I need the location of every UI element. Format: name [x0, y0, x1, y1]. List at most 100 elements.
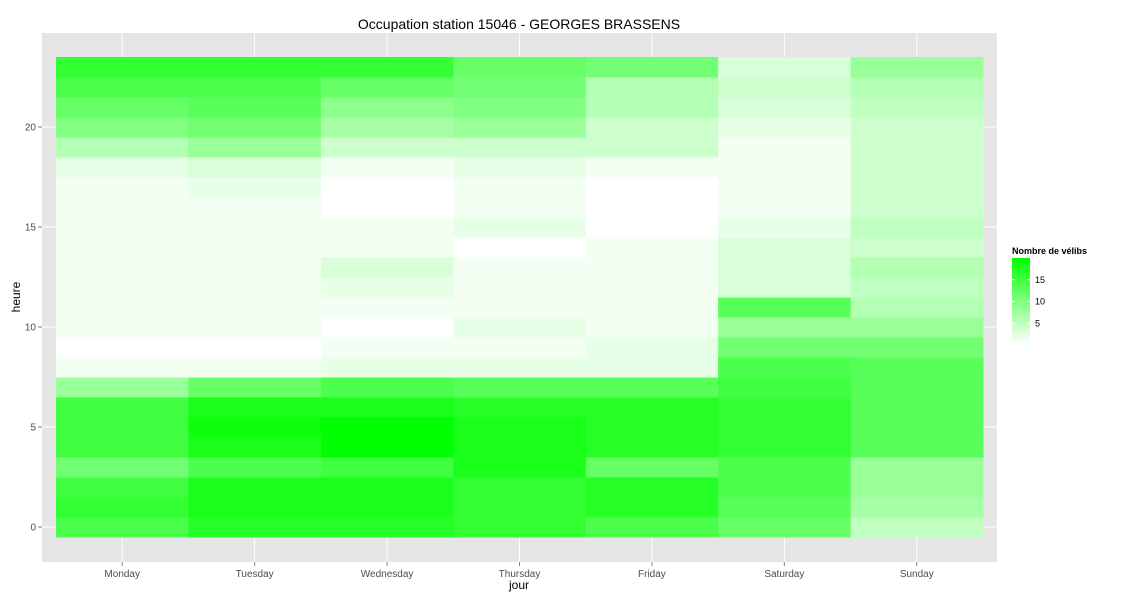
heatmap-cell: [188, 437, 322, 458]
heatmap-cell: [585, 117, 719, 138]
heatmap-cell: [56, 137, 189, 158]
y-tick-label: 10: [25, 323, 37, 334]
heatmap-cell: [56, 297, 189, 318]
heatmap-cell: [188, 457, 322, 478]
heatmap-cell: [188, 477, 322, 498]
heatmap-cell: [320, 517, 454, 538]
heatmap-cell: [188, 497, 322, 518]
heatmap-cell: [320, 157, 454, 178]
heatmap-cell: [718, 257, 852, 278]
heatmap-cell: [850, 497, 984, 518]
heatmap-cell: [585, 257, 719, 278]
heatmap-cell: [188, 177, 322, 198]
heatmap-cell: [585, 497, 719, 518]
heatmap-cell: [188, 57, 322, 78]
heatmap-cell: [56, 337, 189, 358]
y-tick-label: 15: [25, 223, 37, 234]
heatmap-cell: [718, 477, 852, 498]
heatmap-cell: [56, 117, 189, 138]
heatmap-cell: [453, 77, 587, 98]
heatmap-cell: [56, 277, 189, 298]
heatmap-cell: [320, 57, 454, 78]
heatmap-cell: [453, 237, 587, 258]
heatmap-cell: [453, 437, 587, 458]
heatmap-cell: [320, 497, 454, 518]
heatmap-cell: [718, 317, 852, 338]
heatmap-cell: [850, 297, 984, 318]
heatmap-cell: [320, 357, 454, 378]
heatmap-cell: [320, 237, 454, 258]
heatmap-cell: [188, 377, 322, 398]
heatmap-cell: [850, 397, 984, 418]
heatmap-cell: [850, 237, 984, 258]
heatmap-cell: [453, 477, 587, 498]
heatmap-cell: [585, 237, 719, 258]
heatmap-cell: [850, 477, 984, 498]
heatmap-cell: [718, 517, 852, 538]
heatmap-cell: [453, 517, 587, 538]
heatmap-cell: [453, 337, 587, 358]
heatmap-cell: [320, 417, 454, 438]
heatmap-cell: [453, 97, 587, 118]
heatmap-cell: [188, 297, 322, 318]
heatmap-cell: [585, 97, 719, 118]
heatmap-cell: [56, 157, 189, 178]
heatmap-cell: [585, 297, 719, 318]
heatmap-cell: [850, 377, 984, 398]
y-tick-label: 0: [30, 523, 36, 534]
heatmap-cell: [718, 197, 852, 218]
heatmap-cell: [585, 197, 719, 218]
heatmap-cell: [188, 197, 322, 218]
heatmap-cell: [718, 237, 852, 258]
x-tick-label: Saturday: [764, 569, 804, 580]
heatmap-cell: [718, 417, 852, 438]
heatmap-cell: [585, 337, 719, 358]
x-tick-label: Friday: [638, 569, 666, 580]
heatmap-cell: [718, 377, 852, 398]
heatmap-cell: [585, 317, 719, 338]
heatmap-cell: [56, 377, 189, 398]
heatmap-cell: [453, 157, 587, 178]
heatmap-cell: [320, 137, 454, 158]
x-tick-label: Wednesday: [361, 569, 414, 580]
heatmap-cell: [850, 137, 984, 158]
heatmap-cell: [320, 97, 454, 118]
heatmap-cell: [453, 137, 587, 158]
heatmap-cell: [585, 277, 719, 298]
heatmap-cell: [585, 157, 719, 178]
heatmap-cell: [188, 217, 322, 238]
heatmap-cell: [718, 457, 852, 478]
heatmap-cell: [188, 277, 322, 298]
heatmap-cell: [320, 77, 454, 98]
heatmap-cell: [56, 177, 189, 198]
heatmap-cell: [850, 177, 984, 198]
heatmap-cell: [453, 57, 587, 78]
heatmap-cell: [320, 317, 454, 338]
heatmap-cell: [585, 437, 719, 458]
y-axis-ticks: 0 5 10 15 20: [25, 123, 42, 534]
y-axis-title: heure: [9, 281, 23, 312]
heatmap-cell: [718, 337, 852, 358]
x-tick-label: Monday: [104, 569, 140, 580]
heatmap-cell: [320, 197, 454, 218]
heatmap-cell: [188, 417, 322, 438]
heatmap-cell: [718, 137, 852, 158]
heatmap-cell: [188, 397, 322, 418]
heatmap-cell: [320, 477, 454, 498]
heatmap-cell: [56, 97, 189, 118]
heatmap-cell: [718, 117, 852, 138]
heatmap-cell: [718, 277, 852, 298]
heatmap-cell: [188, 77, 322, 98]
heatmap-cell: [850, 457, 984, 478]
heatmap-cell: [453, 417, 587, 438]
heatmap-cell: [56, 217, 189, 238]
heatmap-cell: [56, 257, 189, 278]
heatmap-cell: [585, 517, 719, 538]
heatmap-cell: [56, 77, 189, 98]
heatmap-cell: [320, 297, 454, 318]
heatmap-cell: [320, 217, 454, 238]
heatmap-cell: [585, 477, 719, 498]
heatmap-cell: [188, 117, 322, 138]
heatmap-cell: [718, 157, 852, 178]
